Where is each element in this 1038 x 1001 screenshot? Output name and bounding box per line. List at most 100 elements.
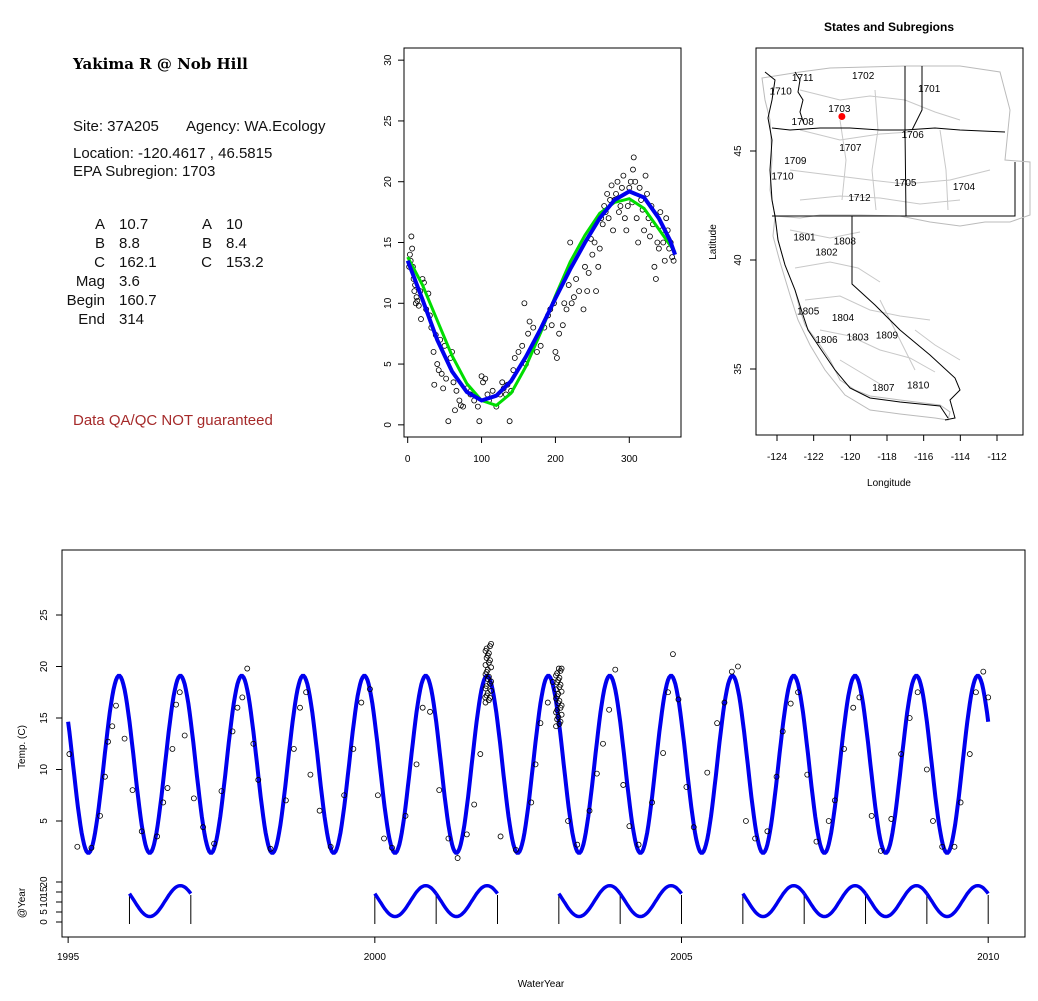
param-value: 314 xyxy=(119,311,145,328)
seasonal-x-tick-label: 0 xyxy=(405,454,411,465)
series-point xyxy=(557,667,564,674)
series-point xyxy=(138,828,145,835)
series-point xyxy=(635,841,642,848)
seasonal-point xyxy=(541,324,548,331)
series-point xyxy=(350,746,357,752)
seasonal-point xyxy=(438,370,445,377)
map-region-label: 1710 xyxy=(770,86,793,97)
series-y-tick-label: 15 xyxy=(39,712,50,724)
series-point xyxy=(471,801,478,808)
seasonal-point xyxy=(561,300,568,307)
puget-sound xyxy=(794,71,805,125)
series-point xyxy=(303,689,310,696)
seasonal-point xyxy=(437,336,444,343)
seasonal-point xyxy=(669,254,676,260)
series-point xyxy=(374,792,381,799)
seasonal-point xyxy=(450,379,457,386)
series-point xyxy=(556,721,563,727)
site-id: Site: 37A205 xyxy=(73,118,159,135)
series-point xyxy=(670,651,676,658)
seasonal-point xyxy=(651,263,658,270)
series-point xyxy=(255,776,262,783)
param-key: A xyxy=(94,216,105,233)
param-value: 8.4 xyxy=(226,235,247,252)
seasonal-point xyxy=(635,239,642,246)
series-point xyxy=(537,720,544,727)
series-y-tick-label: 5 xyxy=(39,818,50,824)
series-point xyxy=(200,824,206,831)
series-point xyxy=(675,696,682,703)
seasonal-point xyxy=(663,215,670,222)
map-x-tick-label: -118 xyxy=(877,452,897,463)
map-region-label: 1711 xyxy=(792,73,814,84)
series-point xyxy=(553,672,559,679)
seasonal-point xyxy=(617,203,624,209)
series-point xyxy=(487,643,493,650)
series-point xyxy=(779,728,786,735)
series-point xyxy=(307,771,314,778)
series-point xyxy=(898,751,904,757)
map-x-tick-label: -116 xyxy=(914,452,934,463)
seasonal-point xyxy=(621,215,628,222)
map-y-tick-label: 40 xyxy=(733,254,744,266)
seasonal-point xyxy=(414,297,421,304)
seasonal-point xyxy=(626,184,633,191)
series-point xyxy=(557,704,564,711)
series-point xyxy=(109,723,116,730)
series-point xyxy=(813,838,820,845)
seasonal-point xyxy=(633,215,640,222)
seasonal-point xyxy=(568,300,575,307)
seasonal-point xyxy=(431,381,438,388)
series-point xyxy=(74,843,81,850)
series-point xyxy=(620,782,627,788)
seasonal-point xyxy=(449,349,455,355)
seasonal-point xyxy=(613,190,619,197)
series-point xyxy=(704,769,711,776)
site-title: Yakima R @ Nob Hill xyxy=(73,55,248,73)
seasonal-point xyxy=(484,391,491,398)
series-point xyxy=(402,812,409,819)
seasonal-point xyxy=(639,206,646,213)
series-point xyxy=(485,673,492,680)
series-point xyxy=(487,680,493,687)
map-ylabel: Latitude xyxy=(708,224,719,260)
series-point xyxy=(752,835,759,842)
seasonal-point xyxy=(627,178,634,185)
series-point xyxy=(173,701,179,708)
seasonal-point xyxy=(510,367,517,374)
seasonal-point xyxy=(582,263,588,270)
series-point xyxy=(176,689,183,696)
map-region-label: 1808 xyxy=(834,237,857,248)
series-point xyxy=(553,723,559,730)
series-point xyxy=(626,823,633,830)
series-point xyxy=(553,686,559,693)
series-point xyxy=(485,659,492,666)
pnw-subregion-boundaries xyxy=(789,89,991,211)
series-point xyxy=(483,669,490,675)
seasonal-point xyxy=(654,239,661,246)
seasonal-point xyxy=(545,312,551,319)
series-point xyxy=(558,711,565,718)
series-point xyxy=(164,785,171,791)
series-point xyxy=(951,843,958,850)
seasonal-point xyxy=(480,379,486,386)
series-point xyxy=(606,706,613,713)
series-point xyxy=(553,695,559,702)
seasonal-point xyxy=(589,251,596,258)
seasonal-point xyxy=(661,257,668,264)
series-point xyxy=(557,718,564,725)
seasonal-point xyxy=(432,331,439,338)
series-point xyxy=(549,679,556,685)
site-location-marker xyxy=(838,113,846,121)
series-point xyxy=(413,761,420,768)
seasonal-y-tick-label: 20 xyxy=(383,176,394,188)
series-point xyxy=(389,844,395,851)
series-point xyxy=(532,761,539,768)
series-point xyxy=(367,686,373,693)
seasonal-point xyxy=(567,239,574,246)
year-cycle-line xyxy=(618,883,683,919)
series-point xyxy=(555,714,562,720)
seasonal-point xyxy=(409,263,416,270)
param-value: 10 xyxy=(226,216,243,233)
seasonal-point xyxy=(504,381,511,388)
